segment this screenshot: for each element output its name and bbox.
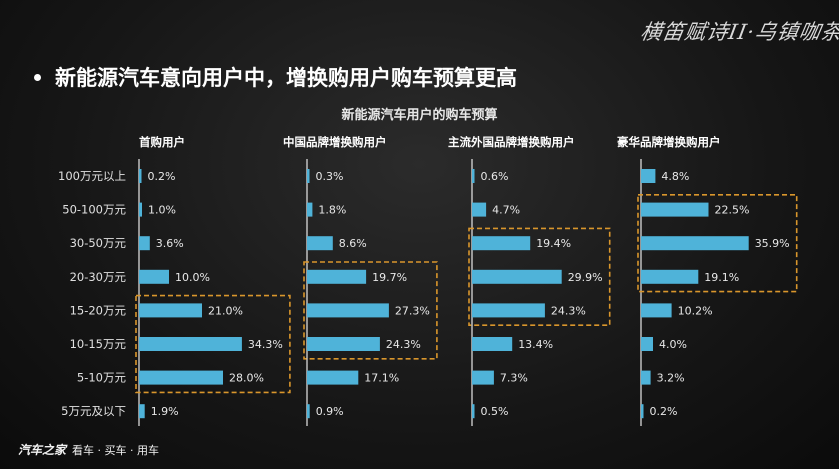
bar — [641, 404, 644, 419]
bar — [139, 269, 169, 284]
bar — [139, 370, 223, 385]
category-label: 10-15万元 — [70, 337, 127, 351]
bar — [307, 236, 333, 251]
footer-brand: 汽车之家 — [18, 443, 67, 457]
data-label: 3.2% — [657, 372, 685, 385]
bar — [641, 202, 709, 217]
headline-text: 新能源汽车意向用户中，增换购用户购车预算更高 — [55, 66, 517, 90]
data-label: 28.0% — [229, 372, 264, 385]
data-label: 13.4% — [518, 338, 553, 351]
data-label: 4.8% — [661, 170, 689, 183]
category-label: 100万元以上 — [58, 169, 126, 183]
bar — [139, 337, 242, 351]
bar — [472, 202, 487, 217]
bar — [472, 404, 475, 419]
bar — [472, 269, 562, 284]
data-label: 22.5% — [715, 204, 750, 217]
category-label: 5万元及以下 — [61, 404, 126, 418]
data-label: 0.2% — [148, 170, 176, 183]
bar — [307, 269, 367, 284]
data-label: 4.7% — [492, 204, 520, 217]
data-label: 34.3% — [248, 338, 283, 351]
data-label: 0.9% — [316, 405, 344, 418]
data-label: 0.3% — [316, 170, 344, 183]
bar — [641, 269, 699, 284]
bar — [472, 370, 494, 385]
data-label: 0.5% — [481, 405, 509, 418]
data-label: 35.9% — [755, 237, 790, 250]
bar — [641, 337, 653, 351]
series-header: 首购用户 — [139, 135, 185, 149]
highlight-box — [468, 227, 611, 326]
data-label: 24.3% — [386, 338, 421, 351]
footer-tagline: 看车 · 买车 · 用车 — [72, 444, 159, 457]
data-label: 8.6% — [339, 237, 367, 250]
bar — [139, 404, 145, 419]
data-label: 1.8% — [318, 204, 346, 217]
bar — [472, 337, 513, 351]
bar — [307, 370, 359, 385]
bar — [307, 169, 310, 183]
data-label: 10.2% — [678, 304, 713, 317]
data-label: 17.1% — [364, 372, 399, 385]
category-label: 30-50万元 — [70, 236, 127, 250]
chart-title: 新能源汽车用户的购车预算 — [341, 108, 498, 123]
category-label: 15-20万元 — [70, 303, 127, 317]
data-label: 19.1% — [704, 271, 739, 284]
bar — [139, 202, 142, 217]
bar — [139, 303, 202, 318]
data-label: 10.0% — [175, 271, 210, 284]
bar — [307, 303, 389, 318]
category-label: 20-30万元 — [70, 270, 127, 284]
data-label: 1.0% — [148, 204, 176, 217]
bar — [472, 303, 545, 318]
data-label: 19.7% — [372, 271, 407, 284]
series-header: 中国品牌增换购用户 — [283, 135, 387, 149]
bar — [307, 337, 380, 351]
category-label: 5-10万元 — [77, 371, 127, 385]
bullet-icon — [34, 73, 41, 81]
data-label: 7.3% — [500, 372, 528, 385]
data-label: 3.6% — [156, 237, 184, 250]
data-label: 1.9% — [151, 405, 179, 418]
bar — [641, 370, 651, 385]
footer: 汽车之家 看车 · 买车 · 用车 — [18, 441, 159, 458]
bar — [641, 303, 672, 318]
highlight-box — [135, 294, 291, 394]
data-label: 29.9% — [568, 271, 603, 284]
data-label: 24.3% — [551, 304, 586, 317]
category-label: 50-100万元 — [62, 203, 126, 217]
data-label: 27.3% — [395, 304, 430, 317]
data-label: 0.6% — [481, 170, 509, 183]
data-label: 4.0% — [659, 338, 687, 351]
bar — [139, 236, 150, 251]
series-header: 豪华品牌增换购用户 — [617, 135, 721, 149]
data-label: 19.4% — [536, 237, 571, 250]
bar — [472, 169, 475, 183]
bar — [307, 202, 313, 217]
data-label: 0.2% — [650, 405, 678, 418]
bar — [307, 404, 310, 419]
page-headline: 新能源汽车意向用户中，增换购用户购车预算更高 — [34, 62, 517, 92]
bar — [641, 236, 749, 251]
highlight-box — [303, 261, 438, 360]
data-label: 21.0% — [208, 304, 243, 317]
bar — [472, 236, 531, 251]
bar — [139, 169, 142, 183]
bar — [641, 169, 656, 183]
series-header: 主流外国品牌增换购用户 — [448, 135, 575, 149]
